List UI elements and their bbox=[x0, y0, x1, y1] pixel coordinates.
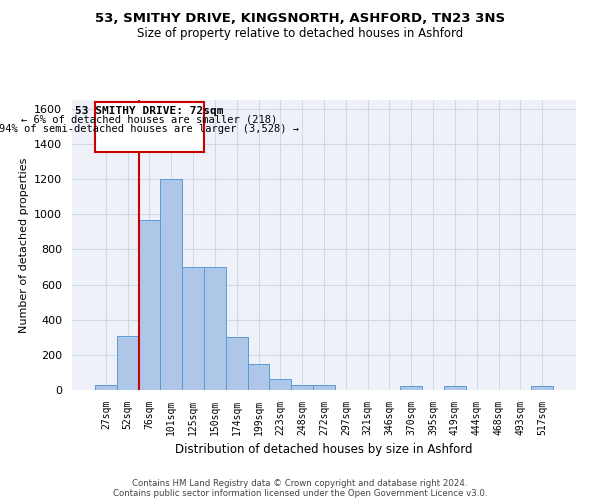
Text: ← 6% of detached houses are smaller (218): ← 6% of detached houses are smaller (218… bbox=[22, 115, 278, 125]
Text: 53 SMITHY DRIVE: 72sqm: 53 SMITHY DRIVE: 72sqm bbox=[75, 106, 224, 116]
Bar bbox=[160, 179, 182, 390]
Bar bbox=[95, 384, 117, 390]
Bar bbox=[248, 364, 269, 390]
Bar bbox=[269, 378, 291, 390]
Bar bbox=[182, 267, 204, 390]
Bar bbox=[139, 220, 160, 390]
Bar bbox=[204, 267, 226, 390]
Bar bbox=[226, 338, 248, 390]
X-axis label: Distribution of detached houses by size in Ashford: Distribution of detached houses by size … bbox=[175, 444, 473, 456]
Bar bbox=[291, 384, 313, 390]
Text: 94% of semi-detached houses are larger (3,528) →: 94% of semi-detached houses are larger (… bbox=[0, 124, 299, 134]
Text: 53, SMITHY DRIVE, KINGSNORTH, ASHFORD, TN23 3NS: 53, SMITHY DRIVE, KINGSNORTH, ASHFORD, T… bbox=[95, 12, 505, 26]
FancyBboxPatch shape bbox=[95, 102, 204, 152]
Bar bbox=[531, 386, 553, 390]
Text: Size of property relative to detached houses in Ashford: Size of property relative to detached ho… bbox=[137, 28, 463, 40]
Bar bbox=[313, 384, 335, 390]
Bar bbox=[400, 386, 422, 390]
Y-axis label: Number of detached properties: Number of detached properties bbox=[19, 158, 29, 332]
Text: Contains HM Land Registry data © Crown copyright and database right 2024.: Contains HM Land Registry data © Crown c… bbox=[132, 478, 468, 488]
Text: Contains public sector information licensed under the Open Government Licence v3: Contains public sector information licen… bbox=[113, 488, 487, 498]
Bar bbox=[444, 386, 466, 390]
Bar bbox=[117, 336, 139, 390]
